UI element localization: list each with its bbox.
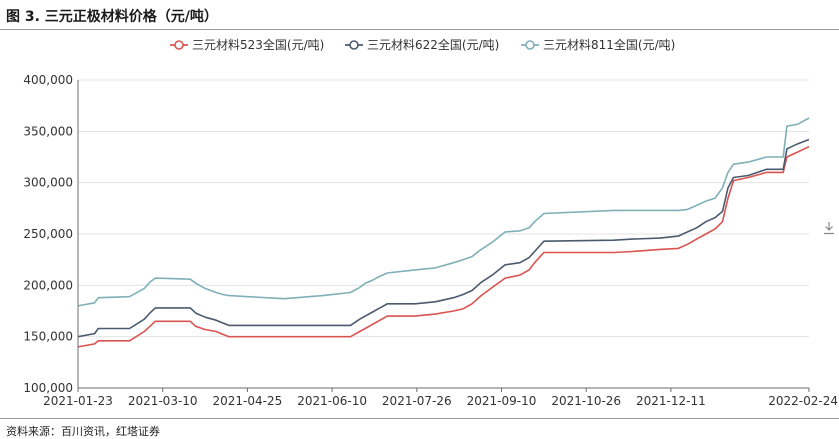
x-tick-label: 2021-04-25 bbox=[213, 394, 283, 408]
legend-marker[interactable] bbox=[525, 40, 535, 50]
x-tick-label: 2021-12-11 bbox=[636, 394, 706, 408]
source-note: 资料来源：百川资讯，红塔证券 bbox=[6, 425, 160, 438]
x-tick-label: 2021-06-10 bbox=[297, 394, 367, 408]
axes: 100,000 150,000 200,000 250,000 300,000 350,0… bbox=[23, 73, 838, 408]
figure-title: 图 3. 三元正极材料价格（元/吨） bbox=[6, 9, 218, 25]
legend[interactable]: 三元材料523全国(元/吨) 三元材料622全国(元/吨) 三元材料811全国(元/… bbox=[170, 37, 675, 52]
y-tick-label: 100,000 bbox=[23, 381, 73, 395]
series-lines bbox=[77, 117, 810, 348]
series-line-2 bbox=[77, 138, 810, 338]
y-tick-label: 150,000 bbox=[23, 330, 73, 344]
y-tick-label: 200,000 bbox=[23, 278, 73, 292]
legend-label[interactable]: 三元材料811全国(元/吨) bbox=[543, 37, 675, 52]
download-icon[interactable] bbox=[823, 220, 835, 239]
legend-marker[interactable] bbox=[174, 40, 184, 50]
legend-marker[interactable] bbox=[349, 40, 359, 50]
line-chart: 100,000 150,000 200,000 250,000 300,000 350,0… bbox=[23, 37, 838, 408]
legend-label[interactable]: 三元材料622全国(元/吨) bbox=[367, 37, 499, 52]
footer-divider bbox=[0, 418, 839, 419]
x-tick-label: 2021-07-26 bbox=[382, 394, 452, 408]
y-tick-label: 300,000 bbox=[23, 176, 73, 190]
x-tick-label: 2022-02-24 bbox=[768, 394, 838, 408]
x-tick-label: 2021-09-10 bbox=[467, 394, 537, 408]
series-line-1 bbox=[77, 145, 810, 348]
grid-lines bbox=[78, 79, 809, 389]
x-tick-label: 2021-10-26 bbox=[551, 394, 621, 408]
x-tick-label: 2021-01-23 bbox=[43, 394, 113, 408]
title-divider bbox=[0, 29, 839, 30]
y-tick-label: 400,000 bbox=[23, 73, 73, 87]
y-tick-label: 250,000 bbox=[23, 227, 73, 241]
y-tick-label: 350,000 bbox=[23, 124, 73, 138]
legend-label[interactable]: 三元材料523全国(元/吨) bbox=[192, 37, 324, 52]
series-line-3 bbox=[77, 117, 810, 307]
x-tick-label: 2021-03-10 bbox=[128, 394, 198, 408]
